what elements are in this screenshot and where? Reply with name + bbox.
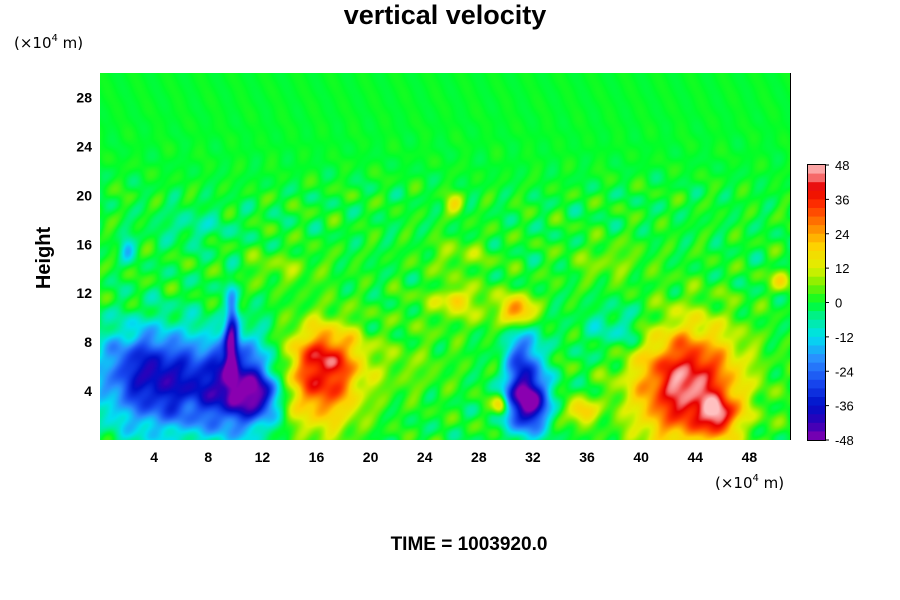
colorbar-band (808, 362, 825, 372)
colorbar-band (808, 354, 825, 364)
x-axis-unit: (×104 m) (715, 473, 784, 492)
x-tick-label: 28 (471, 449, 487, 465)
y-axis-label: Height (33, 227, 55, 290)
colorbar-band (808, 190, 825, 200)
x-tick-label: 44 (688, 449, 704, 465)
y-tick-label: 24 (76, 138, 92, 154)
colorbar-band (808, 242, 825, 252)
colorbar-band (808, 268, 825, 278)
velocity-field-heatmap (100, 73, 790, 440)
colorbar-band (808, 259, 825, 269)
colorbar-tick-label: -12 (835, 330, 854, 345)
colorbar-band (808, 311, 825, 321)
y-tick-label: 8 (84, 334, 92, 350)
colorbar-band (808, 293, 825, 304)
colorbar-band (808, 336, 825, 347)
x-tick-label: 36 (579, 449, 595, 465)
x-tick-label: 8 (204, 449, 212, 465)
colorbar-band (808, 285, 825, 295)
y-tick-label: 20 (76, 187, 92, 203)
colorbar-bands (808, 165, 825, 441)
colorbar-band (808, 379, 825, 390)
x-tick-label: 16 (309, 449, 325, 465)
colorbar-band (808, 414, 825, 424)
x-tick-label: 24 (417, 449, 433, 465)
y-axis-ticks: 4 8 12 16 20 24 28 (76, 89, 92, 399)
x-tick-label: 48 (742, 449, 758, 465)
y-tick-label: 12 (76, 285, 92, 301)
colorbar-tick-label: 0 (835, 296, 842, 311)
colorbar-band (808, 225, 825, 235)
x-tick-label: 40 (633, 449, 649, 465)
colorbar-band (808, 388, 825, 398)
colorbar-band (808, 199, 825, 209)
chart-title: vertical velocity (344, 0, 547, 30)
colorbar-band (808, 397, 825, 407)
y-axis-unit: (×104 m) (14, 33, 83, 52)
colorbar-tick-label: -36 (835, 399, 854, 414)
x-tick-label: 20 (363, 449, 379, 465)
colorbar-band (808, 431, 825, 441)
colorbar-band (808, 216, 825, 226)
colorbar-tick-label: 24 (835, 227, 849, 242)
colorbar-band (808, 345, 825, 355)
colorbar-band (808, 422, 825, 433)
colorbar-band (808, 328, 825, 338)
time-label: TIME = 1003920.0 (391, 534, 548, 555)
colorbar-ticks: 48 36 24 12 0 -12 -24 -36 -48 (825, 158, 854, 448)
colorbar-band (808, 250, 825, 261)
colorbar-tick-label: 36 (835, 192, 849, 207)
x-axis-ticks: 4 8 12 16 20 24 28 32 36 40 44 48 (150, 449, 757, 465)
x-tick-label: 4 (150, 449, 158, 465)
y-tick-label: 4 (84, 383, 92, 399)
colorbar-band (808, 405, 825, 415)
y-tick-label: 28 (76, 89, 92, 105)
colorbar-tick-label: -24 (835, 364, 854, 379)
colorbar-tick-label: -48 (835, 433, 854, 448)
colorbar-band (808, 207, 825, 218)
colorbar-band (808, 371, 825, 381)
colorbar-band (808, 182, 825, 192)
plot-area (100, 73, 791, 440)
colorbar-tick-label: 12 (835, 261, 849, 276)
x-tick-label: 12 (255, 449, 271, 465)
colorbar-band (808, 233, 825, 243)
colorbar-band (808, 302, 825, 312)
colorbar-band (808, 276, 825, 286)
y-tick-label: 16 (76, 236, 92, 252)
colorbar-band (808, 173, 825, 183)
colorbar-tick-label: 48 (835, 158, 849, 173)
x-tick-label: 32 (525, 449, 541, 465)
colorbar: 48 36 24 12 0 -12 -24 -36 -48 (807, 158, 854, 448)
colorbar-band (808, 165, 825, 175)
colorbar-band (808, 319, 825, 329)
